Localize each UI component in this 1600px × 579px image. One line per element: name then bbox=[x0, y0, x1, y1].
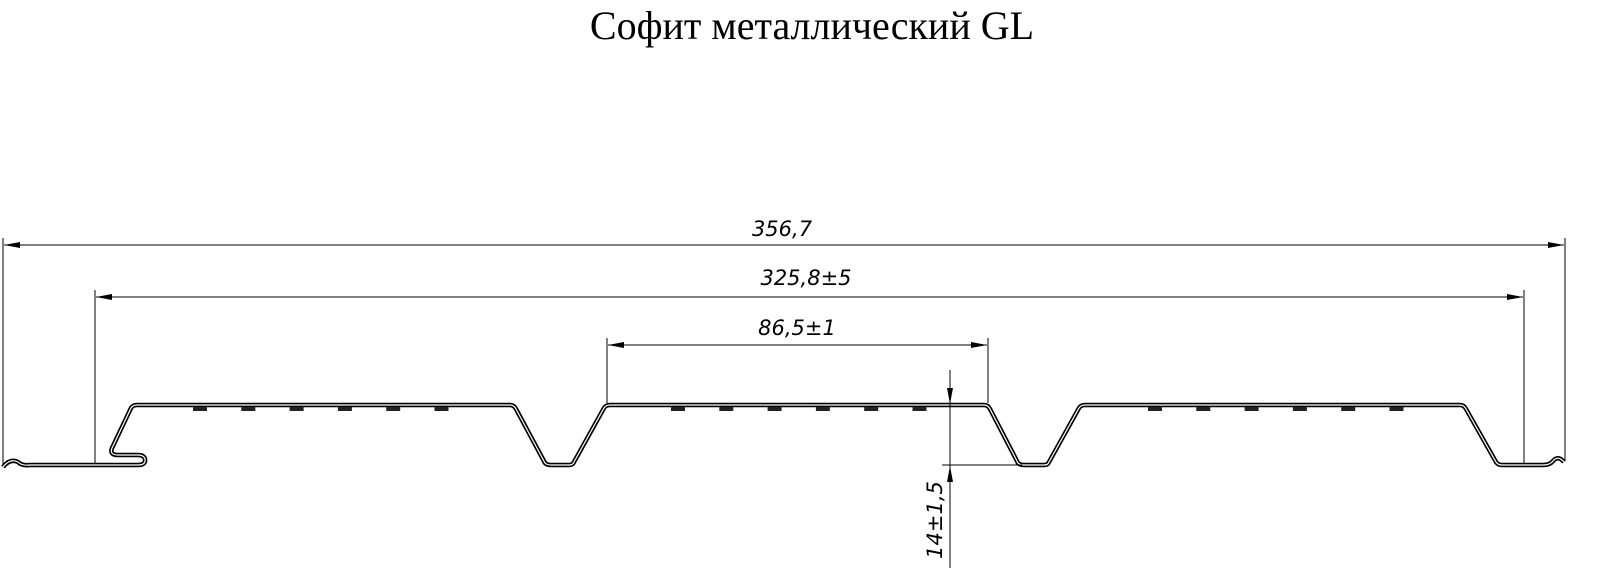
rib bbox=[289, 407, 304, 411]
rib bbox=[719, 407, 734, 411]
rib bbox=[241, 407, 256, 411]
rib bbox=[1196, 407, 1211, 411]
rib bbox=[386, 407, 401, 411]
rib bbox=[864, 407, 879, 411]
rib bbox=[193, 407, 207, 411]
rib bbox=[434, 407, 449, 411]
rib bbox=[337, 407, 352, 411]
stiffening-ribs bbox=[193, 407, 1404, 411]
rib bbox=[1244, 407, 1259, 411]
rib bbox=[767, 407, 782, 411]
rib bbox=[1389, 407, 1404, 411]
soffit-profile bbox=[1, 402, 1566, 469]
profile-outline bbox=[1, 402, 1566, 469]
dim-pitch-label: 86,5±1 bbox=[758, 316, 836, 340]
rib bbox=[1292, 407, 1307, 411]
rib bbox=[1148, 407, 1162, 411]
dim-height-label: 14±1,5 bbox=[923, 481, 947, 559]
rib bbox=[1341, 407, 1356, 411]
rib bbox=[671, 407, 685, 411]
rib bbox=[912, 407, 927, 411]
drawing-title: Софит металлический GL bbox=[589, 3, 1035, 48]
rib bbox=[815, 407, 830, 411]
dim-working-label: 325,8±5 bbox=[760, 266, 851, 290]
dim-overall-label: 356,7 bbox=[752, 217, 813, 241]
extension-lines bbox=[2, 238, 1566, 466]
